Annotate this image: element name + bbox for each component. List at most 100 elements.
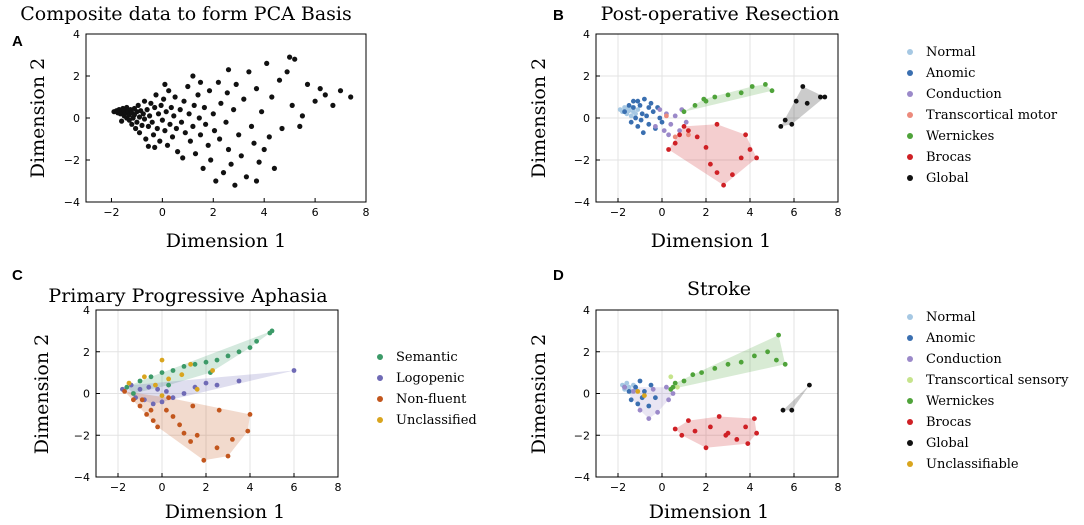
y-tick-label: −4 [574, 196, 590, 209]
data-point [644, 113, 649, 119]
x-tick-label: 6 [291, 481, 298, 494]
data-point [181, 364, 187, 369]
data-point [765, 349, 770, 355]
legend-label: Wernickes [926, 394, 994, 409]
data-point [216, 407, 222, 413]
y-tick-label: −2 [64, 154, 80, 167]
data-point [672, 134, 678, 140]
data-point [214, 357, 220, 363]
data-point [261, 146, 267, 153]
y-tick-label: −2 [74, 429, 90, 442]
x-tick-label: 0 [659, 206, 666, 219]
data-point [175, 149, 181, 155]
data-point [276, 77, 283, 83]
data-point [159, 357, 165, 363]
data-point [640, 130, 646, 136]
x-tick-label: 6 [312, 206, 319, 219]
data-point [782, 361, 788, 367]
panel-letter: C [12, 267, 23, 284]
data-point [780, 407, 786, 413]
data-point [152, 144, 158, 150]
data-point [182, 130, 188, 136]
data-point [650, 386, 656, 392]
data-point [312, 98, 318, 104]
x-tick-label: 4 [747, 206, 754, 219]
data-point [635, 107, 641, 112]
data-point [210, 368, 216, 373]
data-point [201, 457, 207, 463]
data-point [134, 119, 140, 125]
data-point [119, 118, 125, 124]
data-point [170, 414, 176, 419]
data-point [642, 96, 647, 102]
x-tick-label: 2 [203, 481, 210, 494]
data-point [161, 96, 167, 102]
data-point [181, 430, 187, 436]
data-point [650, 109, 656, 115]
data-point [683, 119, 689, 125]
data-point [131, 391, 136, 396]
legend-marker [907, 91, 913, 97]
data-point [763, 82, 768, 87]
data-point [139, 397, 145, 403]
data-point [668, 121, 674, 127]
data-point [754, 155, 759, 161]
data-point [299, 113, 305, 119]
data-point [679, 432, 685, 438]
data-point [254, 338, 259, 344]
y-tick-label: 4 [583, 304, 590, 317]
data-point [291, 368, 297, 373]
panel-b: B Post-operative Resection −2 0 2 4 6 8 −4 −2 0 2 4 D… [528, 3, 1058, 252]
data-point [653, 395, 658, 401]
data-point [133, 125, 139, 132]
data-point [236, 132, 242, 138]
data-point [190, 403, 196, 409]
data-point [172, 94, 178, 100]
x-tick-label: 6 [791, 206, 798, 219]
data-point [675, 384, 680, 390]
data-point [147, 113, 153, 119]
legend-label: Normal [926, 45, 976, 60]
data-point [179, 372, 185, 378]
legend: Semantic Logopenic Non-fluent Unclassified [377, 350, 477, 428]
data-point [677, 132, 682, 138]
data-point [670, 384, 676, 390]
x-tick-label: −2 [110, 481, 126, 494]
data-point [635, 98, 641, 104]
legend-label: Brocas [926, 415, 971, 430]
y-tick-label: 4 [583, 28, 590, 41]
data-point [142, 374, 147, 380]
hull-conduction [624, 387, 673, 419]
data-point [631, 389, 636, 394]
data-point [181, 391, 187, 396]
data-point [646, 403, 652, 409]
data-point [635, 124, 641, 129]
data-point [223, 119, 229, 125]
y-tick-label: 0 [583, 388, 590, 401]
x-tick-label: 8 [335, 481, 342, 494]
data-point [648, 382, 654, 388]
data-point [666, 132, 671, 138]
data-point [348, 94, 354, 100]
data-point [251, 140, 257, 146]
data-point [150, 401, 156, 407]
data-point [157, 138, 163, 144]
data-point [140, 111, 146, 117]
x-tick-label: 4 [247, 481, 254, 494]
data-point [241, 96, 247, 102]
data-point [703, 145, 709, 150]
data-point [626, 103, 632, 108]
legend-label: Brocas [926, 150, 971, 165]
data-point [646, 121, 652, 127]
data-point [190, 73, 196, 79]
y-tick-label: 2 [583, 346, 590, 359]
data-point [168, 104, 174, 111]
data-point [181, 98, 187, 104]
data-point [642, 389, 647, 394]
legend-marker [907, 314, 913, 320]
data-point [789, 407, 795, 413]
data-point [144, 412, 150, 417]
data-point [136, 130, 143, 136]
legend-marker [907, 335, 913, 341]
data-point [228, 161, 234, 167]
